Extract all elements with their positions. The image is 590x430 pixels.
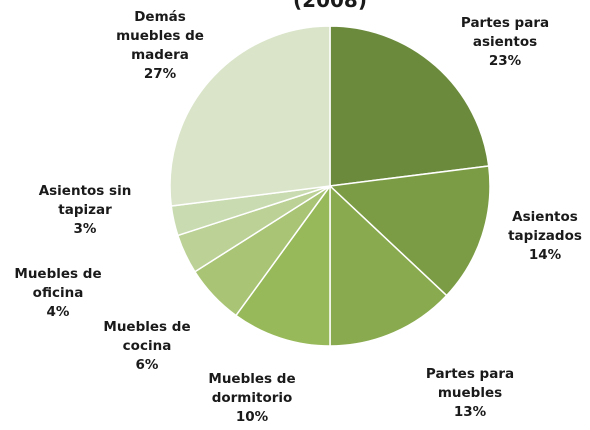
- value-label: 14%: [528, 247, 562, 263]
- slice-label: Demás muebles de madera 27%: [105, 8, 215, 84]
- chart-title: (2008): [293, 0, 367, 12]
- value-label: 6%: [135, 357, 159, 373]
- slice-label: Asientos sin tapizar 3%: [30, 182, 140, 239]
- category-label: Asientos sin tapizar: [38, 183, 132, 218]
- slice-label: Asientos tapizados 14%: [505, 208, 585, 265]
- category-label: Muebles de dormitorio: [208, 371, 296, 406]
- pie-slice: [169, 25, 331, 207]
- category-label: Partes para muebles: [425, 366, 515, 401]
- category-label: Partes para asientos: [460, 15, 550, 50]
- pie-slice: [329, 25, 490, 187]
- slice-label: Muebles de cocina 6%: [92, 318, 202, 375]
- slice-label: Partes para asientos 23%: [450, 14, 560, 71]
- category-label: Muebles de oficina: [14, 266, 102, 301]
- pie-slice: [328, 165, 491, 297]
- value-label: 23%: [488, 53, 522, 69]
- pie-slice: [234, 183, 331, 347]
- slice-label: Partes para muebles 13%: [415, 365, 525, 422]
- slice-label: Muebles de dormitorio 10%: [197, 370, 307, 427]
- category-label: Asientos tapizados: [508, 209, 582, 244]
- pie-slice: [329, 184, 448, 347]
- value-label: 3%: [73, 221, 97, 237]
- value-label: 10%: [235, 409, 269, 425]
- slice-label: Muebles de oficina 4%: [3, 265, 113, 322]
- category-label: Muebles de cocina: [103, 319, 191, 354]
- category-label: Demás muebles de madera: [116, 9, 204, 63]
- value-label: 13%: [453, 404, 487, 420]
- value-label: 4%: [46, 304, 70, 320]
- value-label: 27%: [143, 66, 177, 82]
